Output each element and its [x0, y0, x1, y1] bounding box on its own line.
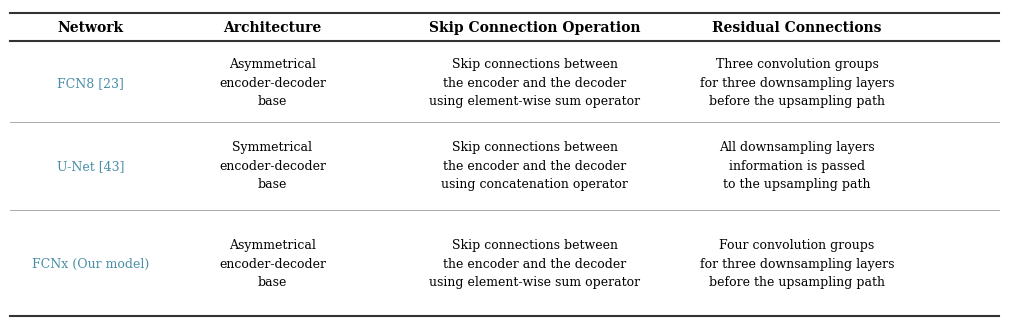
Text: Symmetrical
encoder-decoder
base: Symmetrical encoder-decoder base — [219, 141, 326, 191]
Text: Three convolution groups
for three downsampling layers
before the upsampling pat: Three convolution groups for three downs… — [700, 58, 894, 108]
Text: Skip connections between
the encoder and the decoder
using element-wise sum oper: Skip connections between the encoder and… — [429, 58, 641, 108]
Text: Skip connections between
the encoder and the decoder
using concatenation operato: Skip connections between the encoder and… — [441, 141, 629, 191]
Text: Residual Connections: Residual Connections — [712, 21, 882, 35]
Text: Asymmetrical
encoder-decoder
base: Asymmetrical encoder-decoder base — [219, 58, 326, 108]
Text: Architecture: Architecture — [223, 21, 322, 35]
Text: FCN8 [23]: FCN8 [23] — [58, 77, 124, 90]
Text: FCNx (Our model): FCNx (Our model) — [32, 258, 149, 271]
Text: Four convolution groups
for three downsampling layers
before the upsampling path: Four convolution groups for three downsa… — [700, 239, 894, 289]
Text: All downsampling layers
information is passed
to the upsampling path: All downsampling layers information is p… — [719, 141, 875, 191]
Text: Skip connections between
the encoder and the decoder
using element-wise sum oper: Skip connections between the encoder and… — [429, 239, 641, 289]
Text: U-Net [43]: U-Net [43] — [58, 160, 124, 173]
Text: Network: Network — [58, 21, 124, 35]
Text: Skip Connection Operation: Skip Connection Operation — [429, 21, 641, 35]
Text: Asymmetrical
encoder-decoder
base: Asymmetrical encoder-decoder base — [219, 239, 326, 289]
